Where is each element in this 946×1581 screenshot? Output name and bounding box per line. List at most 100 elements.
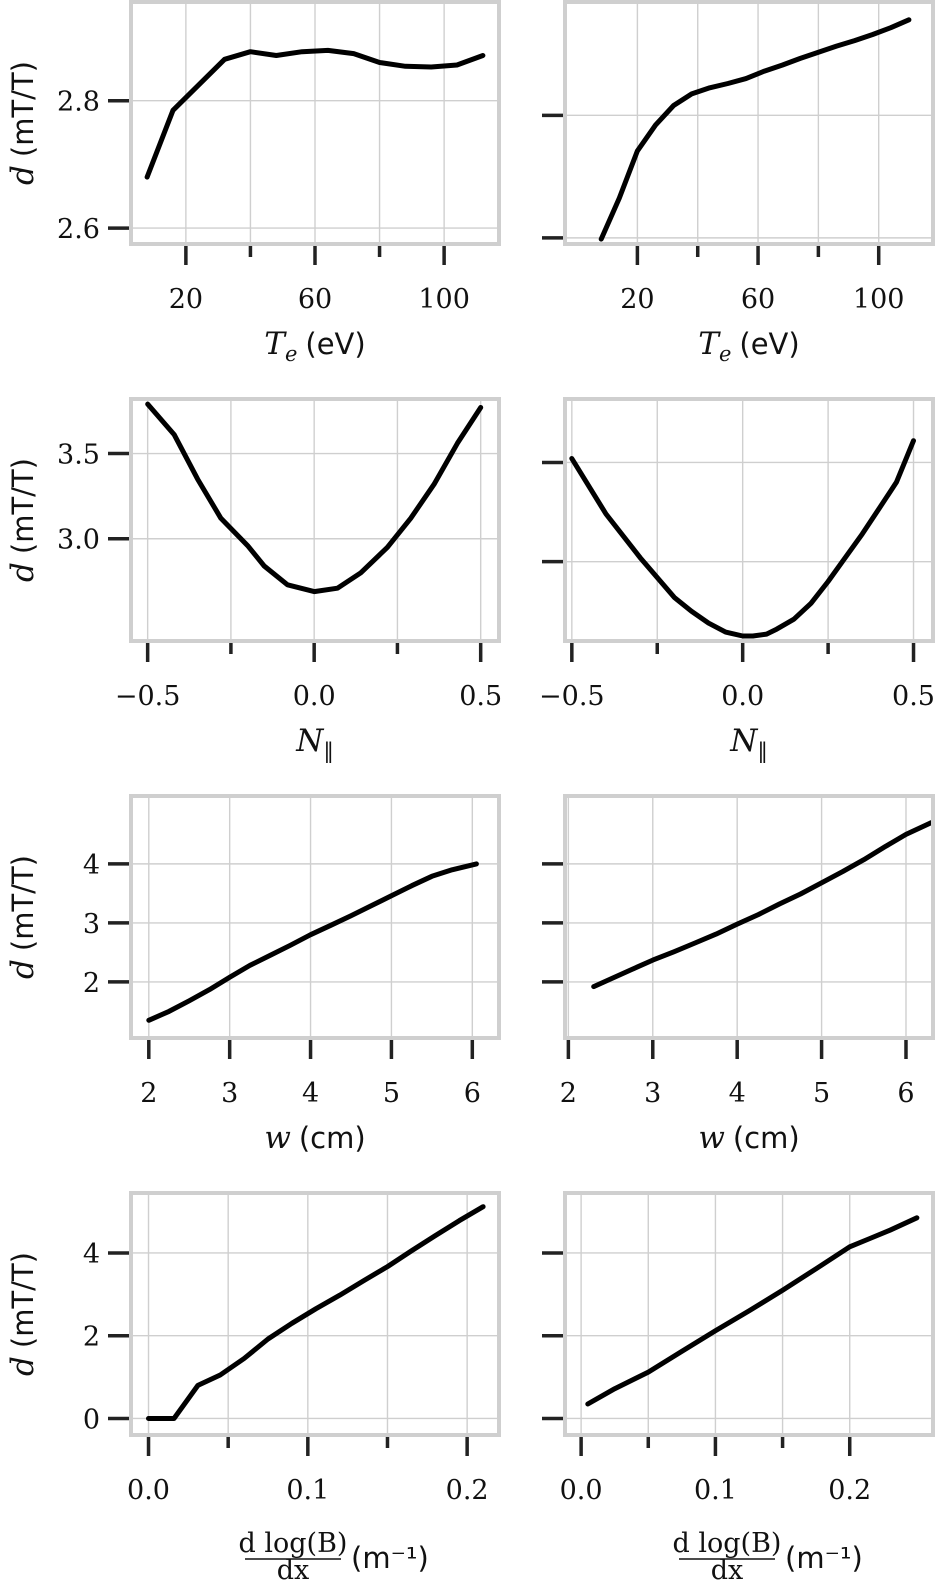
axes-frame — [129, 1191, 501, 1437]
x-tick-label: 20 — [169, 284, 203, 315]
x-label-fraction-numerator: d log(B) — [239, 1528, 348, 1559]
y-axis-label: d (mT/T) — [5, 458, 41, 582]
chart-panel-row2-right: −0.5 0.0 0.5 N‖ — [539, 397, 935, 764]
y-label-unit: (mT/T) — [6, 855, 40, 951]
x-tick-label: 3 — [221, 1078, 238, 1109]
y-tick-label: 2.6 — [57, 214, 100, 245]
x-label-variable: w — [698, 1120, 725, 1156]
y-tick-label: 4 — [83, 850, 100, 881]
y-label-unit: (mT/T) — [6, 458, 40, 554]
y-tick-label: 3 — [83, 909, 100, 940]
x-tick-label: 60 — [741, 284, 775, 315]
chart-panel-row1-left: 20 60 100 2.6 2.8 Te (eV) d (mT/T) — [5, 0, 501, 366]
x-tick-label: 100 — [418, 284, 470, 315]
axes-frame — [563, 1191, 935, 1437]
y-tick-label: 2 — [83, 1322, 100, 1353]
data-series-line — [145, 401, 484, 595]
chart-panel-row3-right: 2 3 4 5 6 w (cm) — [542, 794, 935, 1156]
x-label-fraction-denominator: dx — [711, 1555, 744, 1581]
x-tick-label: 0.0 — [293, 681, 336, 712]
x-label-unit: (cm) — [299, 1121, 366, 1155]
x-tick-label: 0.0 — [721, 681, 764, 712]
y-label-variable: d — [5, 1356, 41, 1376]
y-label-unit: (mT/T) — [6, 61, 40, 157]
x-label-unit: (m⁻¹) — [351, 1541, 429, 1575]
x-axis-label: Te (eV) — [698, 326, 799, 366]
x-tick-label: 0.0 — [560, 1475, 603, 1506]
x-axis-label: N‖ — [729, 723, 768, 764]
x-tick-label: 20 — [620, 284, 654, 315]
x-label-variable: w — [264, 1120, 291, 1156]
x-label-variable: N — [295, 723, 325, 759]
y-tick-label: 4 — [83, 1239, 100, 1270]
x-label-fraction-denominator: dx — [277, 1555, 310, 1581]
x-tick-label: 60 — [298, 284, 332, 315]
x-tick-label: 0.0 — [127, 1475, 170, 1506]
x-tick-label: 0.2 — [828, 1475, 871, 1506]
x-label-variable: N — [729, 723, 759, 759]
axes-frame — [129, 397, 501, 643]
axes-frame — [563, 794, 935, 1040]
data-series-line — [585, 1215, 920, 1407]
x-label-unit: (eV) — [739, 327, 799, 361]
y-axis-label: d (mT/T) — [5, 855, 41, 979]
chart-panel-row4-left: 0.0 0.1 0.2 0 2 4 d log(B)dx (m⁻¹) d (mT/T) — [5, 1191, 501, 1581]
chart-panel-row2-left: −0.5 0.0 0.5 3.0 3.5 N‖ d (mT/T) — [5, 397, 502, 764]
x-tick-label: 0.1 — [694, 1475, 737, 1506]
axes-frame — [563, 397, 935, 643]
data-series-line — [569, 438, 916, 639]
x-tick-label: 0.5 — [459, 681, 502, 712]
y-axis-label: d (mT/T) — [5, 61, 41, 185]
x-label-unit: (eV) — [305, 327, 365, 361]
x-tick-label: 100 — [853, 284, 905, 315]
x-axis-label: d log(B)dx (m⁻¹) — [239, 1528, 429, 1581]
x-axis-label: d log(B)dx (m⁻¹) — [673, 1528, 863, 1581]
data-series-line — [144, 47, 486, 180]
x-label-variable: T — [264, 326, 287, 362]
x-axis-label: N‖ — [295, 723, 334, 764]
y-label-variable: d — [5, 165, 41, 185]
x-tick-label: 3 — [644, 1078, 661, 1109]
x-label-subscript: e — [285, 342, 297, 366]
axes-frame — [563, 0, 935, 246]
x-tick-label: −0.5 — [115, 681, 181, 712]
y-label-unit: (mT/T) — [6, 1252, 40, 1348]
x-tick-label: −0.5 — [539, 681, 605, 712]
y-tick-label: 3.0 — [57, 525, 100, 556]
data-series-line — [146, 1204, 486, 1421]
x-axis-label: Te (eV) — [264, 326, 365, 366]
x-tick-label: 4 — [302, 1078, 319, 1109]
x-label-subscript: e — [719, 342, 731, 366]
data-series-line — [598, 17, 912, 242]
data-series-line — [146, 861, 479, 1023]
x-tick-label: 0.2 — [446, 1475, 489, 1506]
x-label-fraction-numerator: d log(B) — [673, 1528, 782, 1559]
y-tick-label: 2.8 — [57, 87, 100, 118]
data-series-line — [591, 820, 934, 990]
x-tick-label: 4 — [729, 1078, 746, 1109]
x-tick-label: 6 — [464, 1078, 481, 1109]
x-label-subscript: ‖ — [757, 739, 768, 764]
x-label-unit: (m⁻¹) — [785, 1541, 863, 1575]
x-label-unit: (cm) — [733, 1121, 800, 1155]
x-label-variable: T — [698, 326, 721, 362]
y-tick-label: 2 — [83, 968, 100, 999]
y-label-variable: d — [5, 959, 41, 979]
y-tick-label: 3.5 — [57, 440, 100, 471]
x-tick-label: 0.5 — [892, 681, 935, 712]
x-tick-label: 5 — [383, 1078, 400, 1109]
x-tick-label: 0.1 — [286, 1475, 329, 1506]
x-tick-label: 2 — [140, 1078, 157, 1109]
x-tick-label: 6 — [897, 1078, 914, 1109]
x-axis-label: w (cm) — [264, 1120, 365, 1156]
chart-panel-row4-right: 0.0 0.1 0.2 d log(B)dx (m⁻¹) — [542, 1191, 935, 1581]
chart-panel-row1-right: 20 60 100 Te (eV) — [542, 0, 935, 366]
y-label-variable: d — [5, 562, 41, 582]
axes-frame — [129, 0, 501, 246]
axes-frame — [129, 794, 501, 1040]
x-tick-label: 5 — [813, 1078, 830, 1109]
x-axis-label: w (cm) — [698, 1120, 799, 1156]
y-tick-label: 0 — [83, 1404, 100, 1435]
